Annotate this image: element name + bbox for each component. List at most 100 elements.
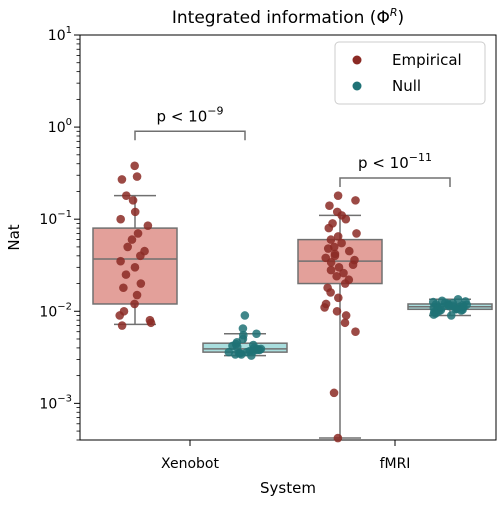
y-tick-exponent: 0 xyxy=(66,117,72,128)
data-point xyxy=(143,221,153,230)
data-point xyxy=(329,388,339,398)
data-point xyxy=(132,290,142,300)
data-point xyxy=(333,191,343,200)
data-point xyxy=(133,229,143,238)
legend-label-empirical: Empirical xyxy=(392,51,462,69)
data-point xyxy=(330,251,340,261)
data-point xyxy=(116,256,125,266)
legend-marker-empirical xyxy=(352,55,362,65)
data-point xyxy=(351,327,360,336)
legend-label-null: Null xyxy=(392,77,421,95)
data-point xyxy=(136,279,146,288)
chart-title-end: ) xyxy=(397,8,404,28)
data-point xyxy=(326,288,335,297)
box-group-empirical-fmri xyxy=(297,191,383,443)
chart-title-main: Integrated information (Φ xyxy=(172,8,390,28)
y-tick-label: 10−3 xyxy=(39,393,72,412)
data-point xyxy=(339,268,348,278)
y-tick-exponent: 1 xyxy=(66,25,72,36)
significance-text: p < 10 xyxy=(157,107,208,125)
y-tick-label: 10−1 xyxy=(39,209,72,228)
data-point xyxy=(429,310,439,319)
data-point xyxy=(252,329,261,339)
data-point xyxy=(130,207,140,217)
significance-bracket xyxy=(339,177,451,187)
data-point xyxy=(444,301,454,311)
data-point xyxy=(146,318,156,328)
y-tick-base: 10 xyxy=(39,304,57,320)
legend-box xyxy=(334,41,486,105)
data-point xyxy=(348,260,358,270)
data-point xyxy=(320,303,329,312)
data-point xyxy=(231,350,240,359)
data-point xyxy=(323,244,333,253)
significance-bracket xyxy=(134,130,246,141)
data-point xyxy=(352,229,361,238)
y-tick-base: 10 xyxy=(39,212,57,228)
data-point xyxy=(224,347,234,357)
data-point xyxy=(332,306,342,316)
x-axis-label: System xyxy=(260,479,316,497)
x-tick-label: Xenobot xyxy=(161,456,219,472)
data-point xyxy=(456,306,466,315)
box-group-null-fmri xyxy=(407,294,493,320)
data-point xyxy=(333,232,343,241)
data-point xyxy=(446,311,456,320)
y-axis-label: Nat xyxy=(5,224,23,250)
data-point xyxy=(334,293,343,303)
data-point xyxy=(341,311,351,320)
data-point xyxy=(332,271,341,281)
data-point xyxy=(130,299,139,309)
significance-label: p < 10−9 xyxy=(157,104,224,125)
data-point xyxy=(247,351,256,360)
data-point xyxy=(115,311,125,320)
x-tick-label: fMRI xyxy=(380,456,411,472)
data-point xyxy=(121,191,131,200)
plot-area-frame xyxy=(79,34,497,441)
y-tick-label: 10−2 xyxy=(39,301,72,320)
data-point xyxy=(119,283,128,293)
data-point xyxy=(117,321,127,330)
y-tick-exponent: −2 xyxy=(57,301,72,312)
y-tick-base: 10 xyxy=(48,120,66,136)
data-point xyxy=(326,265,336,275)
data-point xyxy=(340,318,350,328)
data-point xyxy=(340,279,350,288)
data-point xyxy=(333,433,343,443)
significance-text: p < 10 xyxy=(358,154,409,172)
legend: Empirical Null xyxy=(334,41,486,105)
data-point xyxy=(344,246,354,256)
data-point xyxy=(127,235,137,244)
data-point xyxy=(136,251,145,261)
significance-label: p < 10−11 xyxy=(358,151,432,172)
data-point xyxy=(117,175,127,184)
significance-exponent: −11 xyxy=(409,151,432,164)
legend-marker-null xyxy=(352,81,362,91)
data-point xyxy=(351,196,360,205)
y-tick-exponent: −3 xyxy=(57,393,72,404)
data-point xyxy=(121,270,131,279)
data-point xyxy=(123,242,132,252)
box-group-null-xenobot xyxy=(202,311,288,360)
y-tick-exponent: −1 xyxy=(57,209,72,220)
data-point xyxy=(130,263,140,272)
data-point xyxy=(326,235,336,244)
data-point xyxy=(240,311,250,320)
data-point xyxy=(326,258,336,267)
data-point xyxy=(116,214,125,224)
significance-exponent: −9 xyxy=(207,104,223,117)
chart-title: Integrated information (ΦR) xyxy=(172,6,404,28)
data-point xyxy=(130,161,139,171)
data-point xyxy=(128,196,138,205)
y-tick-base: 10 xyxy=(39,396,57,412)
chart-title-superscript: R xyxy=(390,6,398,19)
data-point xyxy=(237,350,246,359)
data-point xyxy=(341,214,351,224)
data-point xyxy=(325,201,334,211)
data-point xyxy=(132,172,142,181)
data-point xyxy=(337,238,346,248)
y-tick-base: 10 xyxy=(48,28,66,44)
y-tick-label: 101 xyxy=(48,25,72,44)
